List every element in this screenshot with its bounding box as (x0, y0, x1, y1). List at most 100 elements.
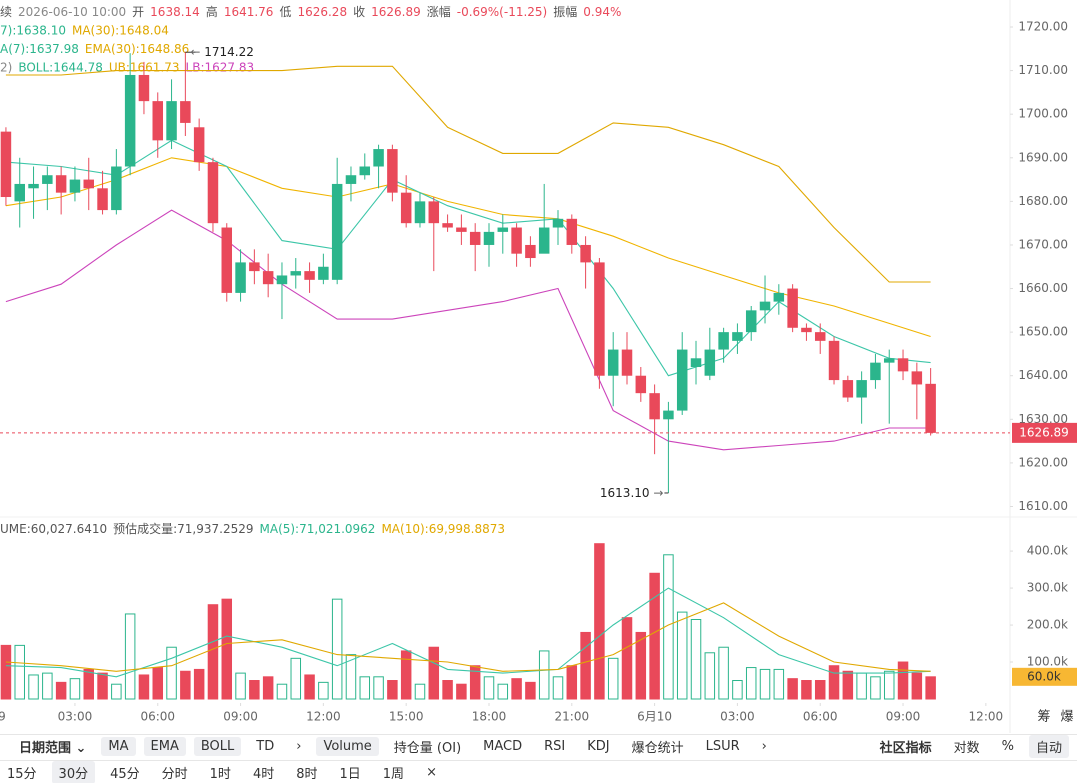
legend-item: UME:60,027.6410 (0, 522, 107, 536)
candle-body (732, 332, 743, 341)
toolbar-button[interactable]: 1日 (339, 767, 361, 782)
toolbar-button[interactable]: LSUR (705, 739, 740, 754)
candle-body (828, 340, 840, 381)
legend-item: A(7):1637.98 (0, 42, 79, 56)
indicator-bar: 日期范围 ⌄ MA EMA BOLL TD › Volume 持仓量 (OI) MACD RSI K… (0, 734, 1077, 758)
volume-bar (718, 646, 729, 700)
x-tick-label: 09:00 (223, 710, 258, 724)
candle-body (607, 349, 619, 376)
toolbar-button[interactable]: RSI (544, 739, 566, 754)
candle-body (925, 383, 936, 433)
toolbar-button[interactable]: › (761, 739, 767, 754)
legend-item: 高 (206, 4, 218, 19)
candle-body (870, 362, 881, 381)
last-price-box (1012, 422, 1077, 443)
candle-body (318, 266, 329, 280)
legend-item: 1626.89 (371, 5, 421, 19)
toolbar-button[interactable]: 持仓量 (OI) (393, 741, 462, 756)
volume-bar (221, 598, 233, 700)
toolbar-button[interactable]: MA (101, 737, 136, 756)
interval-bar: 15分 30分 45分 分时 1时 4时 8时 1日 1周 × (0, 760, 1077, 783)
legend-item: 7):1638.10 (0, 23, 66, 37)
volume-bar (649, 572, 660, 700)
legend-item: 收 (353, 5, 365, 19)
legend-item: BOLL:1644.78 (18, 60, 103, 74)
volume-bar (42, 672, 53, 700)
toolbar-button[interactable]: 爆仓统计 (631, 741, 684, 756)
toolbar-button[interactable]: 8时 (296, 767, 318, 782)
toolbar-button[interactable]: 分时 (161, 767, 188, 782)
volume-bar (911, 672, 923, 700)
candle-body (387, 149, 398, 193)
volume-bar (745, 667, 757, 700)
candle-body (97, 188, 108, 211)
volume-bar (594, 543, 605, 700)
toolbar-button[interactable]: 对数 (953, 741, 980, 756)
toolbar-button[interactable]: KDJ (587, 739, 610, 754)
legend-row: UME:60,027.6410 预估成交量:71,937.2529 MA(5):71… (0, 521, 505, 536)
toolbar-button[interactable]: % (1001, 739, 1014, 754)
candle-body (359, 166, 371, 176)
volume-bar (180, 670, 191, 700)
volume-bar (787, 678, 798, 700)
volume-bar (359, 676, 371, 700)
toolbar-button[interactable]: 社区指标 (879, 741, 932, 756)
candle-body (331, 183, 343, 280)
annotation-label: ← 1714.22 (190, 45, 254, 59)
candle-body (690, 358, 702, 368)
toolbar-button[interactable]: Volume (316, 737, 379, 756)
volume-bar (469, 665, 481, 700)
volume-bar (676, 611, 688, 700)
toolbar-button[interactable]: 日期范围 ⌄ (19, 741, 87, 756)
volume-bar (828, 665, 840, 700)
legend-item: -0.69%(-11.25) (457, 5, 548, 19)
volume-bar (152, 667, 164, 700)
volume-bar (345, 654, 357, 700)
toolbar-button[interactable]: EMA (143, 737, 186, 756)
volume-bar (773, 668, 785, 700)
x-tick-label: 06:00 (803, 710, 838, 724)
toolbar-button[interactable]: BOLL (193, 737, 242, 756)
toolbar-button[interactable]: 1时 (209, 767, 231, 782)
toolbar-button[interactable]: 4时 (252, 767, 275, 782)
x-tick-label: 21:00 (555, 710, 590, 724)
y-tick-label: 1700.00 (1018, 107, 1068, 121)
candle-body (111, 166, 122, 211)
candle-body (759, 301, 771, 311)
volume-bar (580, 631, 591, 700)
volume-bar (621, 617, 633, 700)
toolbar-button[interactable]: 30分 (51, 761, 96, 783)
volume-bar (566, 665, 578, 700)
toolbar-button[interactable]: × (426, 765, 437, 780)
volume-bar (138, 674, 150, 700)
candle-body (69, 179, 81, 193)
volume-bar (883, 670, 895, 700)
volume-bar (166, 646, 177, 700)
last-volume-label: 60.0k (1027, 669, 1061, 683)
candle-body (497, 227, 509, 232)
y-tick-label: 1620.00 (1018, 455, 1068, 469)
toolbar-button[interactable]: 15分 (7, 767, 37, 782)
y-tick-label: 1640.00 (1018, 368, 1068, 382)
x-tick-label: 03:00 (720, 710, 755, 724)
x-tick-label: 18:00 (472, 710, 507, 724)
toolbar-button[interactable]: 45分 (110, 767, 140, 782)
toolbar-button[interactable]: TD (256, 739, 275, 754)
toolbar-button[interactable]: › (296, 739, 302, 754)
toolbar-button[interactable]: MACD (483, 739, 523, 754)
toolbar-button[interactable]: 1周 (382, 767, 405, 782)
volume-bar (663, 554, 674, 700)
overlay-line (5, 139, 931, 377)
candle-body (649, 393, 660, 420)
volume-bar (290, 657, 302, 700)
toolbar-button[interactable]: 自动 (1028, 735, 1069, 758)
volume-bar (69, 678, 81, 700)
candle-body (442, 223, 453, 228)
candle-body (897, 358, 909, 372)
candle-body (290, 271, 302, 276)
volume-bar (83, 668, 94, 700)
candle-body (552, 218, 564, 228)
volume-bar (925, 676, 936, 700)
candle-body (704, 349, 716, 376)
